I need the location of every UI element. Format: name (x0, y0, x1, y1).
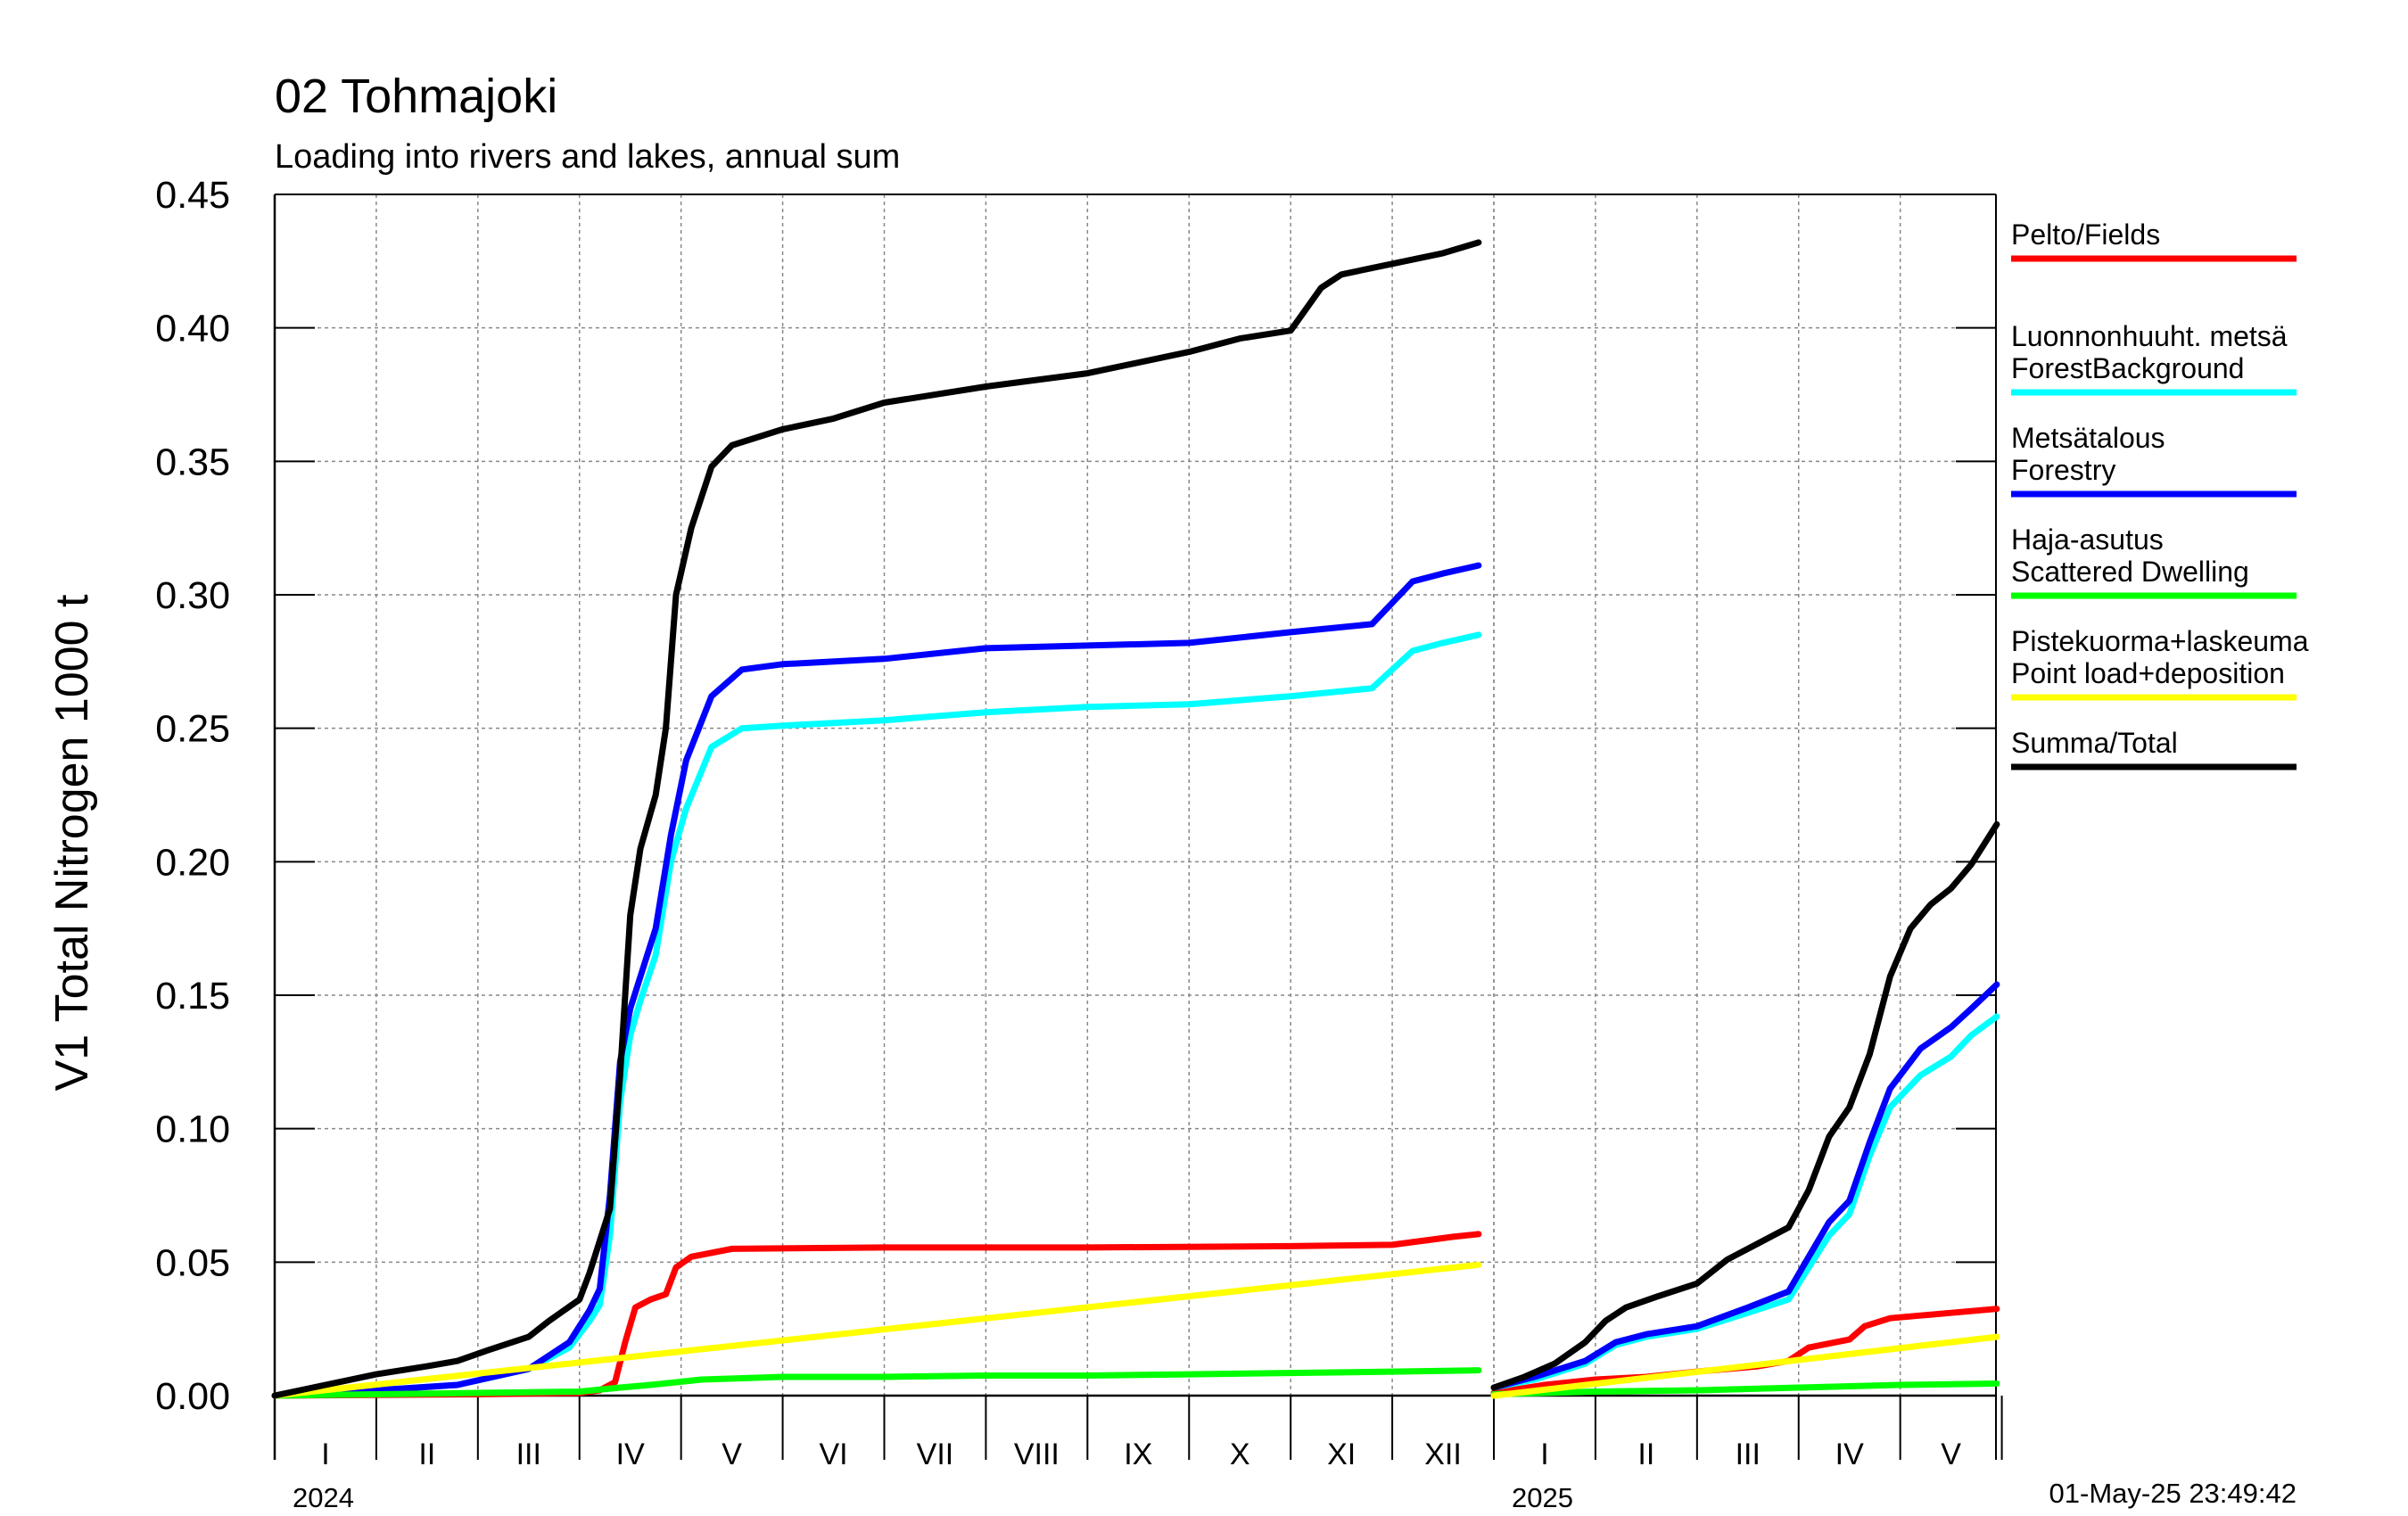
y-tick-label: 0.15 (155, 975, 230, 1018)
series-line-3-2024 (271, 1367, 1482, 1399)
month-label: V (722, 1438, 742, 1471)
y-tick-label: 0.20 (155, 841, 230, 884)
y-tick-label: 0.05 (155, 1241, 230, 1284)
month-label: IV (1835, 1438, 1864, 1471)
chart-subtitle: Loading into rivers and lakes, annual su… (275, 138, 900, 176)
y-axis-label: V1 Total Nitrogen 1000 t (46, 594, 98, 1092)
series-line-2-2024 (271, 562, 1482, 1399)
series-line-4-2024 (271, 1261, 1482, 1399)
legend-label-3-line2: Scattered Dwelling (2011, 556, 2249, 588)
month-label: XII (1424, 1438, 1462, 1471)
month-label: X (1230, 1438, 1250, 1471)
plot-frame (273, 194, 1997, 1460)
month-label: II (1637, 1438, 1654, 1471)
gridlines (275, 194, 1996, 1396)
y-tick-label: 0.35 (155, 441, 230, 483)
year-label: 2025 (1512, 1482, 1573, 1513)
month-label: III (1736, 1438, 1761, 1471)
legend-label-1: Luonnonhuuht. metsä (2011, 320, 2288, 352)
month-label: VIII (1014, 1438, 1060, 1471)
legend: Pelto/Fields Luonnonhuuht. metsäForestBac… (2011, 218, 2309, 770)
timestamp: 01-May-25 23:49:42 (2049, 1478, 2297, 1509)
legend-label-1-line2: ForestBackground (2011, 352, 2244, 384)
month-label: I (321, 1438, 329, 1471)
month-label: II (418, 1438, 435, 1471)
series-line-1-2025 (1490, 1013, 2000, 1391)
year-label: 2024 (293, 1482, 354, 1513)
legend-label-5: Summa/Total (2011, 727, 2178, 759)
series-line-5-2024 (271, 239, 1482, 1399)
month-label: IX (1124, 1438, 1152, 1471)
legend-label-2-line2: Forestry (2011, 454, 2115, 486)
month-label: V (1941, 1438, 1961, 1471)
month-label: III (516, 1438, 541, 1471)
legend-label-2: Metsätalous (2011, 422, 2165, 454)
series-line-3-2025 (1490, 1380, 2000, 1397)
series-line-5-2025 (1490, 820, 2000, 1391)
y-tick-label: 0.10 (155, 1108, 230, 1151)
chart-title: 02 Tohmajoki (275, 70, 557, 123)
series-line-2-2025 (1490, 981, 2000, 1391)
month-label: VII (917, 1438, 954, 1471)
month-label: XI (1327, 1438, 1356, 1471)
month-label: I (1540, 1438, 1548, 1471)
legend-label-4-line2: Point load+deposition (2011, 657, 2285, 689)
series-lines (271, 239, 2000, 1399)
y-tick-label: 0.00 (155, 1375, 230, 1418)
y-tick-label: 0.25 (155, 708, 230, 751)
y-axis: 0.00 0.05 0.10 0.15 0.20 0.25 0.30 0.35 0.40 0.45 (155, 174, 1996, 1418)
y-tick-label: 0.30 (155, 574, 230, 617)
legend-label-4: Pistekuorma+laskeuma (2011, 625, 2309, 657)
legend-label-3: Haja-asutus (2011, 523, 2164, 556)
month-label: VI (819, 1438, 847, 1471)
series-line-4-2025 (1490, 1333, 2000, 1399)
y-tick-label: 0.45 (155, 174, 230, 217)
month-label: IV (616, 1438, 645, 1471)
legend-label-0: Pelto/Fields (2011, 218, 2160, 251)
series-line-1-2024 (271, 631, 1482, 1399)
y-tick-label: 0.40 (155, 308, 230, 350)
